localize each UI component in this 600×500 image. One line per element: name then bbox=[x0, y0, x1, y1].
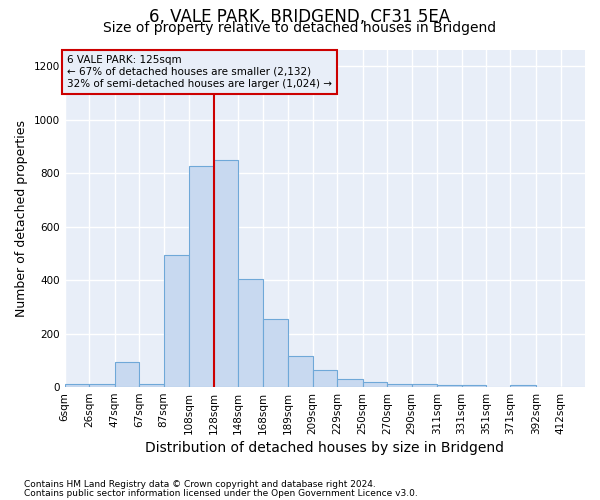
Bar bbox=[337, 378, 362, 387]
Bar bbox=[263, 319, 288, 387]
Bar bbox=[115, 362, 139, 387]
Bar bbox=[164, 254, 189, 387]
Bar bbox=[536, 386, 560, 387]
Bar bbox=[461, 385, 486, 387]
Bar bbox=[65, 384, 89, 387]
Text: Size of property relative to detached houses in Bridgend: Size of property relative to detached ho… bbox=[103, 21, 497, 35]
Text: Contains HM Land Registry data © Crown copyright and database right 2024.: Contains HM Land Registry data © Crown c… bbox=[24, 480, 376, 489]
Bar bbox=[89, 384, 115, 387]
Y-axis label: Number of detached properties: Number of detached properties bbox=[15, 120, 28, 317]
Bar bbox=[437, 385, 461, 387]
Bar bbox=[214, 160, 238, 387]
Bar bbox=[387, 384, 412, 387]
Text: Contains public sector information licensed under the Open Government Licence v3: Contains public sector information licen… bbox=[24, 489, 418, 498]
Bar bbox=[288, 356, 313, 387]
Bar bbox=[486, 386, 511, 387]
Text: 6, VALE PARK, BRIDGEND, CF31 5EA: 6, VALE PARK, BRIDGEND, CF31 5EA bbox=[149, 8, 451, 26]
X-axis label: Distribution of detached houses by size in Bridgend: Distribution of detached houses by size … bbox=[145, 441, 505, 455]
Bar bbox=[189, 166, 214, 387]
Text: 6 VALE PARK: 125sqm
← 67% of detached houses are smaller (2,132)
32% of semi-det: 6 VALE PARK: 125sqm ← 67% of detached ho… bbox=[67, 56, 332, 88]
Bar bbox=[313, 370, 337, 387]
Bar bbox=[511, 385, 536, 387]
Bar bbox=[362, 382, 387, 387]
Bar bbox=[412, 384, 437, 387]
Bar bbox=[238, 278, 263, 387]
Bar bbox=[139, 384, 164, 387]
